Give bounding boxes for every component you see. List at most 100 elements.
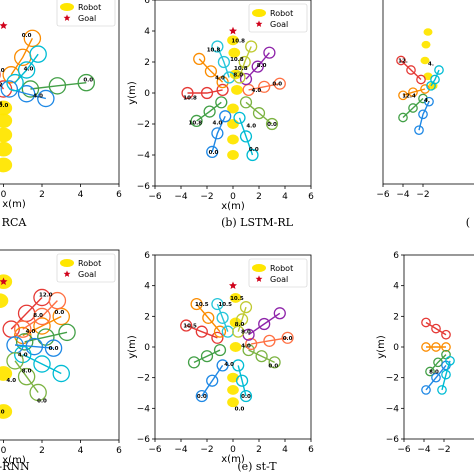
agent-position — [235, 313, 249, 326]
x-axis-label: x(m) — [221, 454, 245, 465]
x-tick-label: 0 — [1, 446, 7, 456]
agent-position — [396, 55, 406, 66]
time-label: 10.8 — [234, 66, 248, 72]
agent-position — [431, 342, 441, 352]
agent-position — [416, 74, 426, 85]
y-tick-label: 6 — [144, 0, 150, 6]
agent-path-line — [237, 306, 247, 332]
x-axis-label: x(m) — [221, 201, 245, 212]
x-tick-label: −2 — [200, 192, 213, 202]
time-label: 10.8 — [189, 120, 203, 126]
x-tick-label: 4 — [78, 190, 84, 200]
time-label: 0.0 — [209, 150, 219, 156]
time-label: 4.0 — [246, 124, 256, 130]
time-label: 8.0 — [22, 368, 32, 374]
agent-position — [245, 40, 258, 53]
goal-marker — [229, 26, 237, 35]
agent-path-line — [14, 360, 39, 393]
robot-position — [228, 47, 241, 58]
agent-position — [258, 317, 271, 331]
agent-position — [33, 317, 51, 335]
agent-position — [211, 40, 224, 53]
robot-position — [0, 157, 13, 173]
agent-path-line — [430, 69, 440, 87]
plot-area: 10.810.810.810.810.810.88.04.08.04.00.04… — [181, 26, 286, 162]
agent-position — [181, 86, 194, 100]
agent-position — [441, 342, 451, 352]
agent-position — [44, 339, 63, 357]
robot-position — [227, 150, 239, 160]
agent-position — [23, 29, 42, 48]
agent-position — [203, 105, 216, 118]
agent-position — [17, 61, 36, 79]
agent-position — [213, 325, 227, 338]
agent-path-line — [248, 312, 281, 336]
agent-position — [434, 65, 444, 75]
agent-position — [441, 369, 451, 380]
agent-position — [233, 71, 246, 84]
agent-position — [211, 297, 224, 311]
time-label: 0.0 — [283, 336, 293, 342]
agent-position — [431, 323, 441, 334]
agent-position — [245, 337, 258, 351]
robot-position — [0, 141, 13, 157]
time-label: 0.0 — [268, 363, 278, 369]
x-tick-label: −4 — [417, 445, 431, 455]
agent-position — [441, 329, 451, 340]
time-label: 4.0 — [252, 88, 262, 94]
goal-marker — [229, 281, 237, 290]
x-tick-label: 2 — [39, 446, 45, 456]
time-label: 8.0 — [429, 370, 439, 376]
time-label: 10.8 — [183, 96, 197, 102]
time-label: 4.0 — [6, 378, 16, 384]
agent-path-line — [238, 117, 254, 156]
time-label: 8.0 — [241, 330, 251, 336]
agent-path-line — [10, 38, 33, 76]
time-label: 2.4 — [0, 101, 3, 107]
time-label: 0.0 — [197, 394, 207, 400]
legend-goal-label: Goal — [270, 20, 288, 29]
x-tick-label: −4 — [174, 192, 188, 202]
panel-1: 0.00.00.04.04.05.25.25.22.44.00246x(m)Ro… — [0, 0, 122, 229]
agent-position — [206, 145, 219, 159]
agent-position — [258, 80, 271, 93]
time-label: 0.0 — [49, 346, 59, 352]
agent-position — [48, 291, 67, 310]
time-label: 0.0 — [241, 394, 251, 400]
panel-4: 12.0 8.0 4.0 0.0 0.0 4.0 8.0 4.0 0.0 0.0 0 2 4 6 x(m) R… — [0, 249, 122, 473]
y-tick-label: 2 — [144, 58, 150, 68]
y-tick-label: −4 — [137, 151, 151, 161]
agent-position — [235, 374, 249, 387]
y-tick-label: −4 — [386, 404, 400, 414]
agent-position — [195, 389, 208, 403]
robot-position — [0, 100, 13, 116]
y-tick-label: 4 — [144, 27, 150, 37]
agent-position — [77, 73, 96, 92]
agent-path-line — [24, 331, 68, 343]
agent-position — [200, 86, 214, 100]
y-tick-label: 6 — [144, 251, 150, 261]
legend-robot-swatch — [60, 3, 74, 11]
agent-position — [216, 359, 229, 372]
robot-position — [229, 292, 242, 303]
robot-position — [227, 35, 239, 46]
legend-goal-label: Goal — [78, 14, 96, 23]
time-label: 0.0 — [37, 398, 47, 404]
agent-path-line — [22, 315, 62, 337]
agent-position — [273, 77, 286, 90]
robot-position — [227, 397, 239, 408]
agent-position — [52, 364, 70, 383]
agent-position — [180, 319, 193, 332]
agent-path-line — [251, 337, 288, 345]
legend-robot-label: Robot — [270, 264, 293, 273]
axes-frame — [382, 0, 474, 185]
legend-goal-swatch — [255, 20, 263, 27]
agent-position — [424, 96, 434, 107]
panel-caption: RCA — [2, 216, 28, 229]
y-tick-label: 0 — [144, 343, 150, 353]
robot-position — [420, 56, 430, 65]
agent-position — [252, 107, 266, 120]
time-label: 10.5 — [195, 302, 209, 308]
x-tick-label: 6 — [116, 446, 122, 456]
